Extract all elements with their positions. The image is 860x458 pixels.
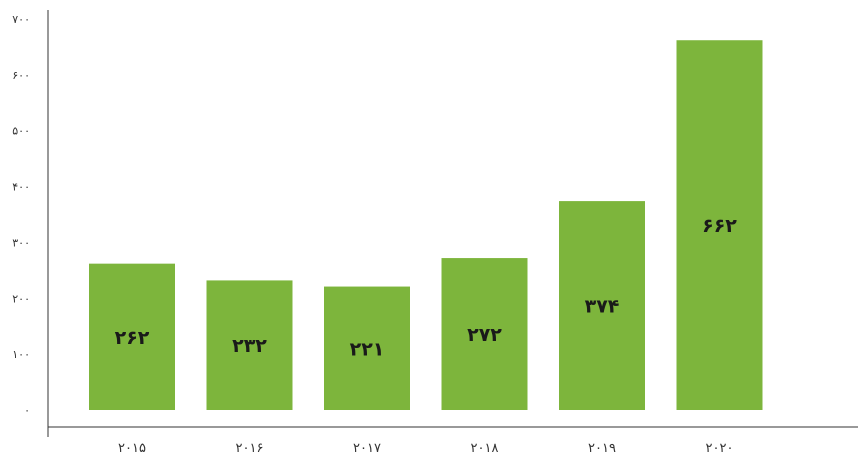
y-axis-ticks: ۰ ۱۰۰ ۲۰۰ ۳۰۰ ۴۰۰ ۵۰۰ ۶۰۰ ۷۰۰ <box>12 13 30 417</box>
bar-value-label: ۲۷۲ <box>467 324 502 346</box>
y-tick-label: ۰ <box>24 404 30 417</box>
bar <box>559 201 645 410</box>
bars-group <box>89 40 763 411</box>
x-category-label: ۲۰۱۹ <box>588 441 616 456</box>
bar-value-label: ۲۲۱ <box>350 338 385 360</box>
bar <box>676 40 763 411</box>
bar-value-label: ۲۳۲ <box>232 335 267 357</box>
bar <box>206 280 293 410</box>
bar <box>89 263 175 410</box>
x-axis-labels: ۲۰۱۵ ۲۰۱۶ ۲۰۱۷ ۲۰۱۸ ۲۰۱۹ ۲۰۲۰ <box>118 441 733 456</box>
bar-value-label: ۲۶۲ <box>115 327 150 349</box>
x-category-label: ۲۰۱۵ <box>118 441 146 456</box>
data-labels-group: ۲۶۲ ۲۳۲ ۲۲۱ ۲۷۲ ۳۷۴ ۶۶۲ <box>115 215 738 360</box>
x-category-label: ۲۰۱۷ <box>353 441 381 456</box>
bar-value-label: ۶۶۲ <box>702 215 737 237</box>
bar <box>441 258 528 410</box>
y-tick-label: ۳۰۰ <box>12 236 30 249</box>
y-tick-label: ۶۰۰ <box>12 69 30 82</box>
y-tick-label: ۴۰۰ <box>12 181 30 194</box>
y-tick-label: ۷۰۰ <box>12 13 30 26</box>
x-category-label: ۲۰۲۰ <box>706 441 734 456</box>
y-tick-label: ۱۰۰ <box>12 348 30 361</box>
bar-value-label: ۳۷۴ <box>585 296 620 318</box>
bar <box>324 286 410 410</box>
x-category-label: ۲۰۱۶ <box>236 441 264 456</box>
y-tick-label: ۲۰۰ <box>12 292 30 305</box>
y-tick-label: ۵۰۰ <box>12 125 30 138</box>
x-category-label: ۲۰۱۸ <box>471 441 499 456</box>
